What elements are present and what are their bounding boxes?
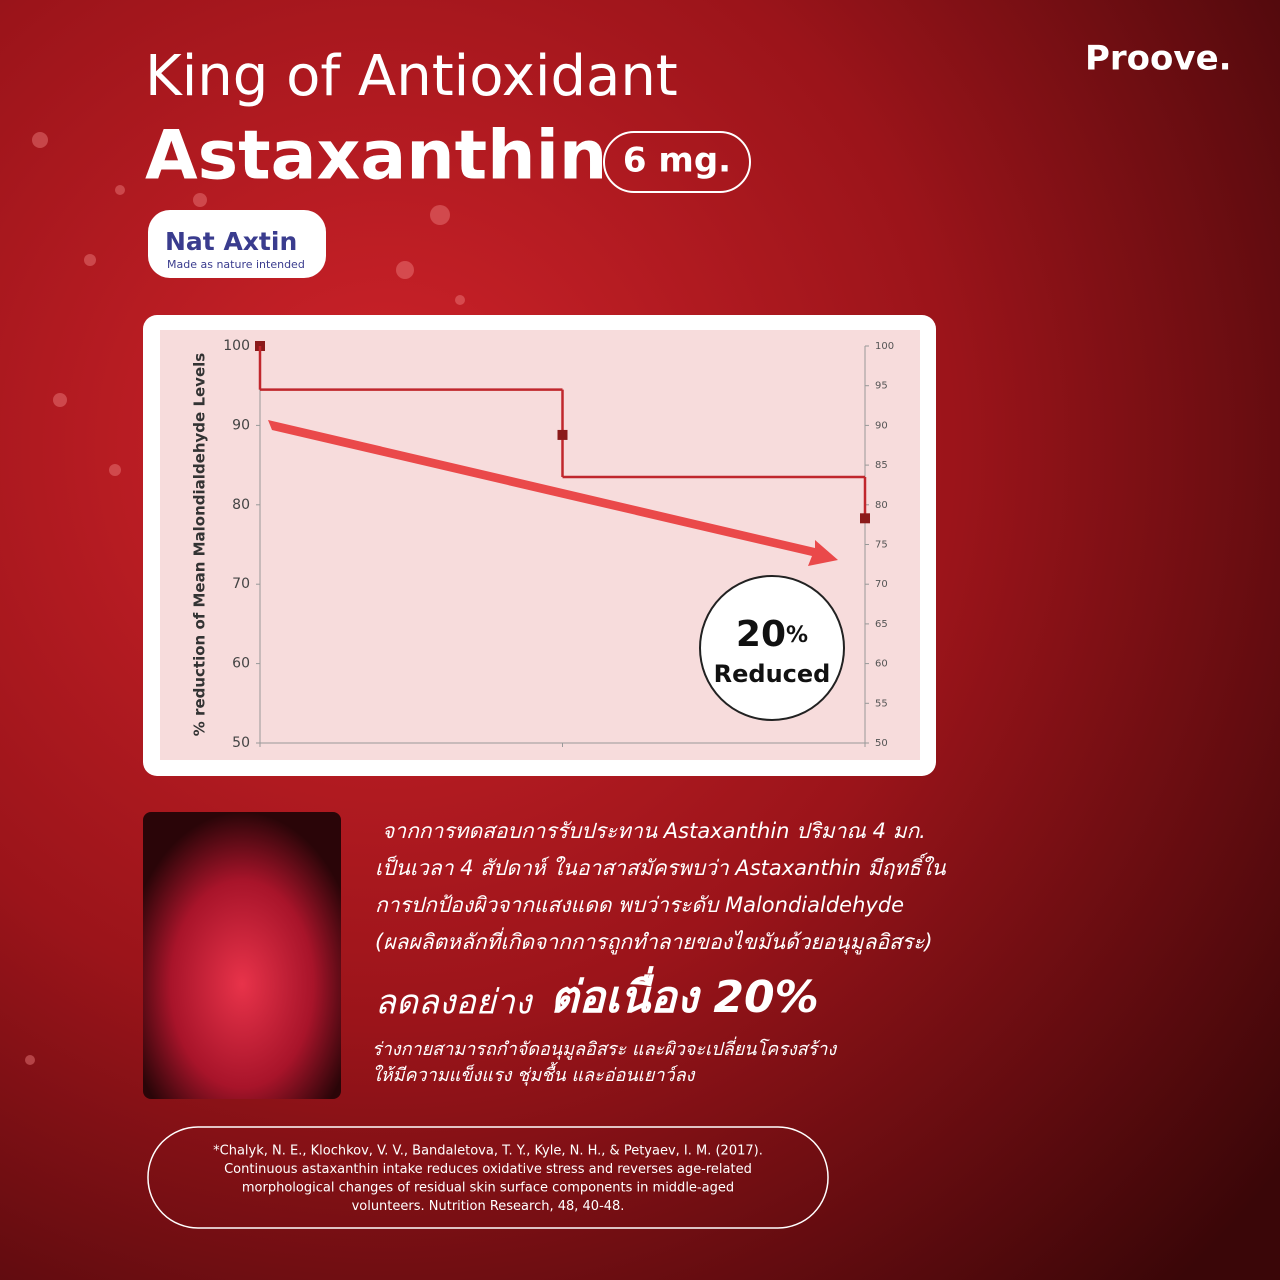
dose: 6 mg. — [623, 141, 731, 181]
y-tick-label: 100 — [223, 338, 250, 354]
y2-tick-label: 70 — [875, 579, 888, 590]
y2-tick-label: 95 — [875, 381, 888, 392]
sub-line: ร่างกายสามารถกำจัดอนุมูลอิสระ และผิวจะเป… — [372, 1036, 837, 1060]
citation-line: volunteers. Nutrition Research, 48, 40-4… — [352, 1199, 625, 1214]
y-tick-label: 60 — [232, 656, 250, 672]
y-tick-label: 50 — [232, 735, 250, 751]
y2-tick-label: 80 — [875, 500, 888, 511]
y2-tick-label: 85 — [875, 460, 888, 471]
body-line: (ผลผลิตหลักที่เกิดจากการถูกทำลายของไขมัน… — [375, 927, 933, 955]
citation-line: morphological changes of residual skin s… — [242, 1181, 734, 1196]
y2-tick-label: 100 — [875, 341, 894, 352]
badge-unit: % — [786, 623, 808, 648]
y2-tick-label: 60 — [875, 659, 888, 670]
y2-tick-label: 75 — [875, 540, 888, 551]
natAxtin-name: Nat Axtin — [165, 227, 297, 256]
brand-logo: Proove. — [1085, 39, 1232, 79]
highlight: ต่อเนื่อง 20% — [550, 966, 819, 1023]
badge-number: 20 — [736, 614, 786, 655]
sub-line: ให้มีความแข็งแรง ชุ่มชื้น และอ่อนเยาว์ลง — [372, 1061, 696, 1086]
body-line: การปกป้องผิวจากแสงแดด พบว่าระดับ Malondi… — [375, 893, 904, 917]
title-line2: Astaxanthin — [145, 117, 607, 196]
highlight-prefix: ลดลงอย่าง — [375, 983, 534, 1023]
y-axis-label: % reduction of Mean Malondialdehyde Leve… — [191, 353, 209, 736]
citation-pill — [147, 1126, 829, 1229]
badge-value: 20% — [736, 614, 808, 655]
title-line1: King of Antioxidant — [145, 44, 678, 109]
citation: *Chalyk, N. E., Klochkov, V. V., Bandale… — [213, 1144, 763, 1215]
natAxtin-tagline: Made as nature intended — [167, 258, 305, 271]
y-tick-label: 80 — [232, 497, 250, 513]
dose-pill — [603, 131, 751, 193]
body-line: เป็นเวลา 4 สัปดาห์ ในอาสาสมัครพบว่า Asta… — [375, 852, 946, 880]
data-point — [557, 429, 568, 440]
y2-tick-label: 55 — [875, 698, 888, 709]
badge-circle — [699, 575, 845, 721]
trend-arrow — [268, 420, 838, 566]
citation-line: Continuous astaxanthin intake reduces ox… — [224, 1162, 752, 1177]
y-tick-label: 90 — [232, 417, 250, 433]
body-line: จากการทดสอบการรับประทาน Astaxanthin ปริม… — [382, 819, 926, 843]
natAxtin-badge — [148, 210, 326, 278]
body-text: จากการทดสอบการรับประทาน Astaxanthin ปริม… — [372, 819, 946, 1086]
coral-image — [143, 812, 341, 1099]
y2-tick-label: 90 — [875, 420, 888, 431]
chart: % reduction of Mean Malondialdehyde Leve… — [191, 338, 895, 751]
badge-label: Reduced — [714, 660, 831, 688]
y2-tick-label: 65 — [875, 619, 888, 630]
data-point — [860, 513, 870, 524]
y2-tick-label: 50 — [875, 738, 888, 749]
citation-line: *Chalyk, N. E., Klochkov, V. V., Bandale… — [213, 1144, 763, 1159]
y-tick-label: 70 — [232, 576, 250, 592]
